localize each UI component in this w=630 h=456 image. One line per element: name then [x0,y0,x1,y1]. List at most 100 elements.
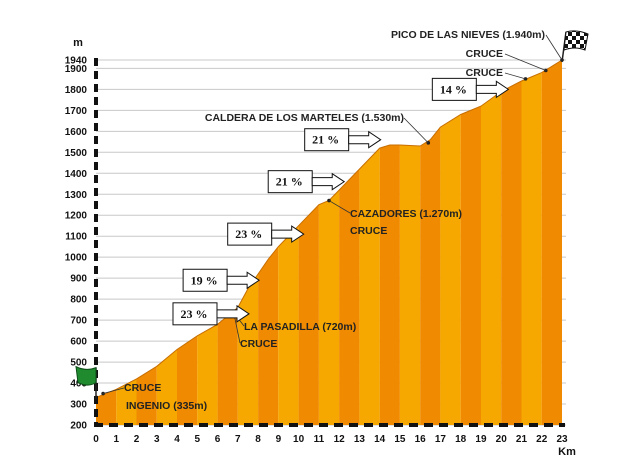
gradient-arrow [271,225,305,244]
profile-segment [197,324,218,425]
y-tick-label: 1300 [65,190,88,201]
x-tick-label: 6 [215,434,221,445]
x-tick-label: 7 [235,434,241,445]
waypoint-label: PICO DE LAS NIEVES (1.940m) [391,29,545,41]
x-tick-label: 0 [93,434,99,445]
profile-segment [501,81,522,425]
gradient-label: 23 % [235,227,262,241]
start-flag [75,365,97,386]
x-tick-label: 11 [314,434,325,445]
waypoint-leader [328,200,351,214]
waypoint-leader [403,117,429,144]
y-tick-label: 500 [70,358,87,369]
waypoint-leader [545,34,563,61]
x-tick-label: 18 [455,434,467,445]
waypoint-label: INGENIO (335m) [126,400,207,412]
gradient-callouts: 23 % 19 % 23 % 21 % 21 % 14 % [172,77,510,326]
profile-segment [339,169,360,425]
profile-segment [96,389,117,425]
y-tick-label: 1500 [65,148,88,159]
flags [75,30,589,400]
x-tick-label: 15 [394,434,406,445]
finish-flag [563,30,589,51]
profile-segment [278,225,299,425]
x-tick-label: 12 [334,434,346,445]
x-tick-label: 16 [415,434,427,445]
gradient-label: 21 % [312,133,339,147]
profile-area [95,59,563,425]
x-tick-label: 22 [536,434,548,445]
profile-segment [379,145,400,425]
profile-line [95,59,563,398]
profile-segment [318,190,340,425]
y-tick-label: 1700 [65,106,88,117]
gradient-arrow [475,80,510,99]
y-tick-label: 800 [70,295,87,306]
waypoint-label: CRUCE [240,338,277,350]
waypoint-dot [101,391,105,396]
profile-segment [399,145,421,425]
profile-segment [217,307,238,425]
y-tick-label: 400 [70,379,87,390]
y-tick-label: 1000 [65,253,88,264]
profile-segment [541,60,562,425]
gradient-arrow [216,304,250,323]
x-tick-label: 8 [255,434,261,445]
x-tick-label: 1 [113,434,119,445]
x-tick-label: 14 [374,434,386,445]
y-tick-label: 700 [70,316,87,327]
y-tick-label: 1600 [65,127,88,138]
profile-segment [359,148,380,425]
profile-segment [298,204,319,425]
gradient-arrow [311,172,346,191]
waypoint-label: CRUCE [350,225,387,237]
x-tick-label: 17 [435,434,447,445]
gradient-label: 23 % [180,307,207,321]
y-tick-label: 600 [70,337,87,348]
x-tick-label: 5 [195,434,201,445]
x-tick-label: 20 [496,434,508,445]
x-axis-unit: Km [558,446,576,456]
x-tick-label: 2 [134,434,140,445]
waypoint-leader [504,53,546,71]
gradient-label: 19 % [191,273,218,287]
waypoint-leader [102,387,125,394]
profile-segment [116,378,137,425]
gradient-arrow [348,130,382,149]
profile-segment [460,106,481,425]
profile-segment [420,127,441,425]
profile-segment [481,91,502,425]
y-tick-label: 1200 [65,211,88,222]
waypoint-leader [504,72,526,80]
gradient-arrow [226,271,261,290]
x-tick-label: 3 [154,434,160,445]
y-tick-label: 300 [70,400,87,411]
waypoint-label: CRUCE [466,67,503,79]
x-tick-label: 9 [276,434,282,445]
x-tick-label: 23 [556,434,568,445]
y-axis-unit: m [73,37,83,49]
y-tick-label: 1800 [65,85,88,96]
y-tick-label: 1100 [65,232,87,243]
waypoint-markers: CRUCE INGENIO (335m) LA PASADILLA (720m) CR… [101,29,564,412]
profile-segment [258,246,279,425]
y-tick-label: 1400 [65,169,88,180]
gradient-label: 21 % [276,175,303,189]
waypoint-label: CRUCE [124,382,161,394]
y-tick-label: 1940 [65,56,88,67]
axes: 2003004005006007008009001000110012001300… [65,37,576,456]
x-tick-label: 21 [516,434,528,445]
x-tick-label: 19 [475,434,487,445]
waypoint-label: CALDERA DE LOS MARTELES (1.530m) [205,112,404,124]
waypoint-label: CAZADORES (1.270m) [350,208,462,220]
profile-segment [156,349,177,425]
x-tick-label: 4 [174,434,180,445]
profile-segment [440,114,461,425]
y-tick-label: 1900 [65,64,88,75]
gradient-label: 14 % [440,82,467,96]
y-tick-label: 200 [70,421,87,432]
waypoint-label: CRUCE [466,48,503,60]
x-tick-label: 13 [354,434,366,445]
profile-segment [521,72,542,425]
